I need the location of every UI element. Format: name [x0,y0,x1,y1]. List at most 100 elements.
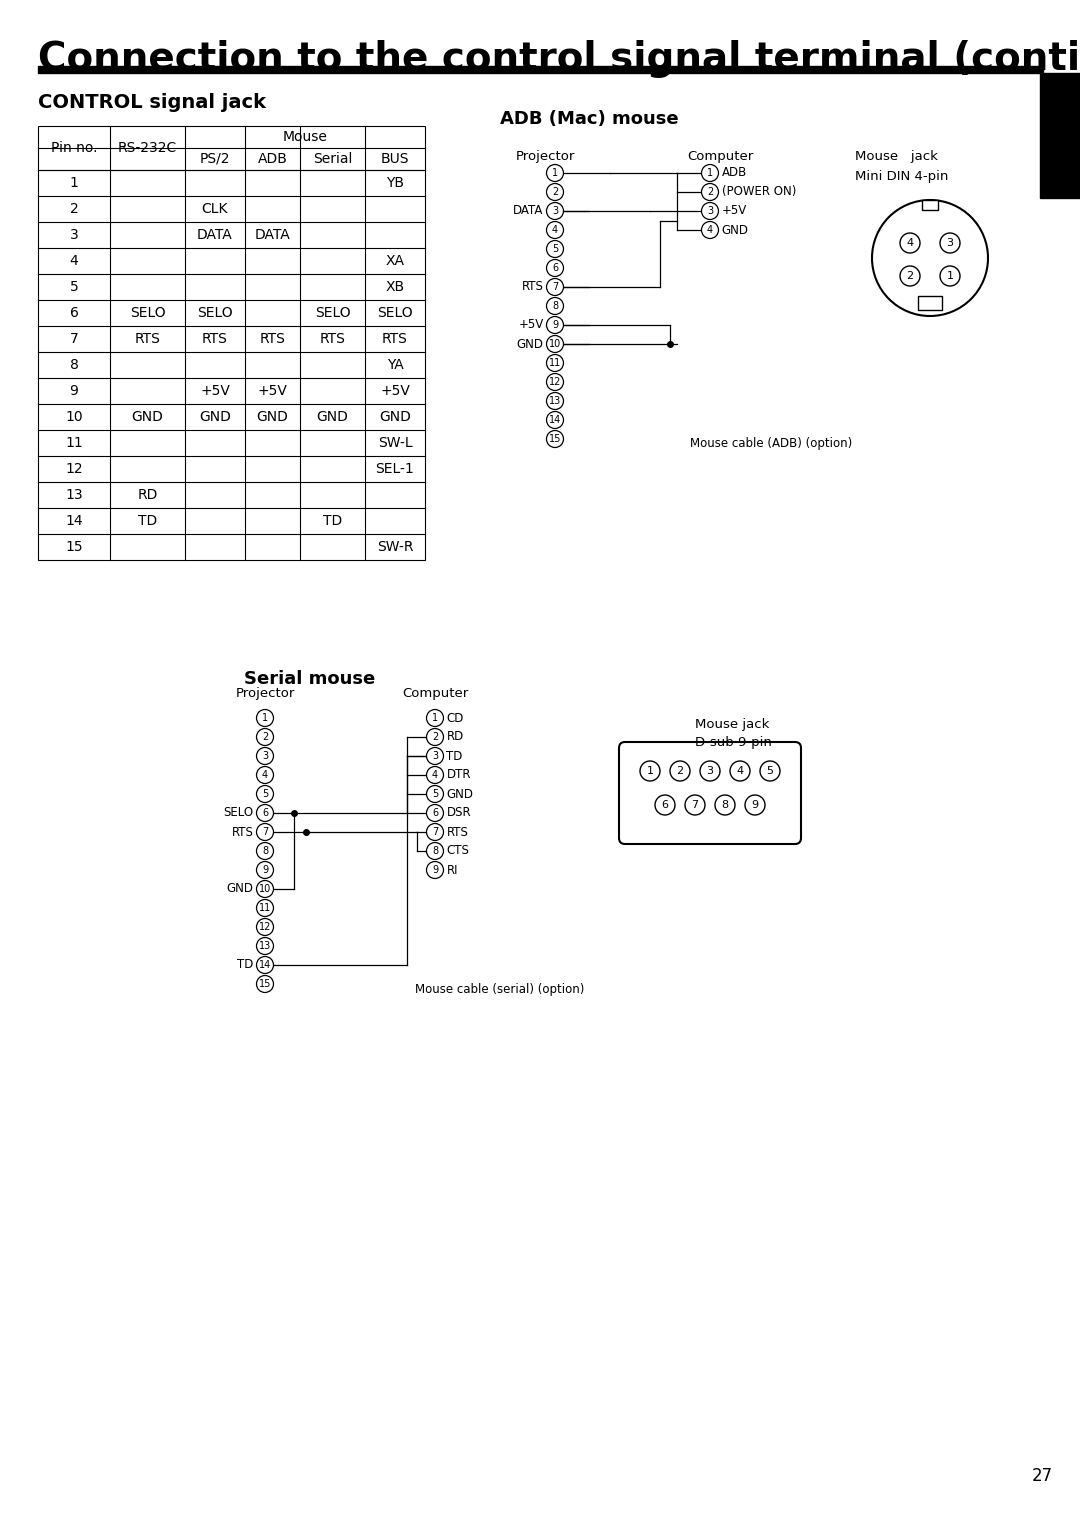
Text: 5: 5 [767,766,773,776]
Circle shape [257,785,273,802]
Text: 13: 13 [65,487,83,503]
Text: 13: 13 [549,396,562,406]
Text: SW-R: SW-R [377,539,414,555]
Circle shape [257,938,273,955]
Circle shape [546,336,564,353]
Text: 3: 3 [946,238,954,248]
Text: CTS: CTS [446,845,470,857]
Text: 4: 4 [552,225,558,235]
Text: Mini DIN 4-pin: Mini DIN 4-pin [855,170,948,183]
Text: Serial mouse: Serial mouse [244,669,376,688]
Text: (POWER ON): (POWER ON) [721,185,796,199]
Circle shape [546,203,564,220]
Text: 5: 5 [552,244,558,254]
Circle shape [702,183,718,200]
Text: +5V: +5V [257,384,287,397]
Circle shape [546,222,564,238]
Circle shape [546,183,564,200]
Text: TD: TD [138,513,157,529]
Circle shape [257,918,273,935]
Text: GND: GND [446,787,473,801]
Text: RTS: RTS [231,825,254,839]
Text: 2: 2 [261,732,268,743]
Text: 14: 14 [549,416,562,425]
Bar [922,200,939,209]
Text: 4: 4 [737,766,743,776]
Text: SEL-1: SEL-1 [376,461,415,477]
Circle shape [257,747,273,764]
Bar [918,296,942,310]
Text: TD: TD [238,958,254,972]
Text: 15: 15 [549,434,562,445]
Text: 27: 27 [1031,1467,1053,1485]
Text: 1: 1 [707,168,713,177]
Circle shape [257,957,273,973]
Text: GND: GND [379,410,410,423]
Text: 2: 2 [552,186,558,197]
Text: +5V: +5V [200,384,230,397]
Circle shape [546,278,564,295]
Text: 6: 6 [262,808,268,817]
Circle shape [872,200,988,316]
Text: 8: 8 [552,301,558,312]
Text: CD: CD [446,712,464,724]
Text: 2: 2 [432,732,438,743]
Text: ADB: ADB [257,151,287,167]
Text: 2: 2 [707,186,713,197]
Text: 8: 8 [432,847,438,856]
Text: 5: 5 [261,788,268,799]
Text: 7: 7 [552,283,558,292]
Text: GND: GND [316,410,349,423]
Text: 12: 12 [549,377,562,387]
Text: 1: 1 [69,176,79,189]
Circle shape [257,862,273,879]
Text: DTR: DTR [446,769,471,781]
Text: DATA: DATA [255,228,291,241]
Circle shape [702,165,718,182]
Text: ADB: ADB [721,167,746,179]
Text: RD: RD [137,487,158,503]
Circle shape [257,880,273,897]
Text: GND: GND [516,338,543,350]
Text: 2: 2 [906,270,914,281]
Text: Connection to the control signal terminal (continued): Connection to the control signal termina… [38,40,1080,78]
Text: 10: 10 [65,410,83,423]
Circle shape [546,354,564,371]
Text: 14: 14 [259,960,271,970]
Text: Mouse: Mouse [283,130,327,144]
Text: 3: 3 [706,766,714,776]
Bar [38,125,426,559]
Text: +5V: +5V [518,318,543,332]
Circle shape [546,298,564,315]
Text: 4: 4 [906,238,914,248]
Bar [1040,73,1080,199]
Text: 8: 8 [721,801,729,810]
Circle shape [685,795,705,814]
Text: Computer: Computer [687,150,753,163]
Text: RTS: RTS [320,332,346,345]
Text: 5: 5 [69,280,79,293]
Text: SELO: SELO [224,807,254,819]
Text: 3: 3 [552,206,558,215]
Circle shape [546,411,564,428]
Text: BUS: BUS [381,151,409,167]
Text: 6: 6 [661,801,669,810]
Text: 9: 9 [432,865,438,876]
Circle shape [670,761,690,781]
Circle shape [940,232,960,254]
Text: SW-L: SW-L [378,435,413,451]
Circle shape [427,862,444,879]
Text: 12: 12 [65,461,83,477]
Text: 1: 1 [946,270,954,281]
Text: 5: 5 [432,788,438,799]
Text: RTS: RTS [259,332,285,345]
Text: SELO: SELO [130,306,165,319]
Text: RTS: RTS [522,281,543,293]
Text: 12: 12 [259,921,271,932]
Circle shape [257,975,273,993]
Text: RTS: RTS [446,825,469,839]
Circle shape [745,795,765,814]
Text: 14: 14 [65,513,83,529]
Text: 1: 1 [647,766,653,776]
Text: ADB (Mac) mouse: ADB (Mac) mouse [500,110,678,128]
